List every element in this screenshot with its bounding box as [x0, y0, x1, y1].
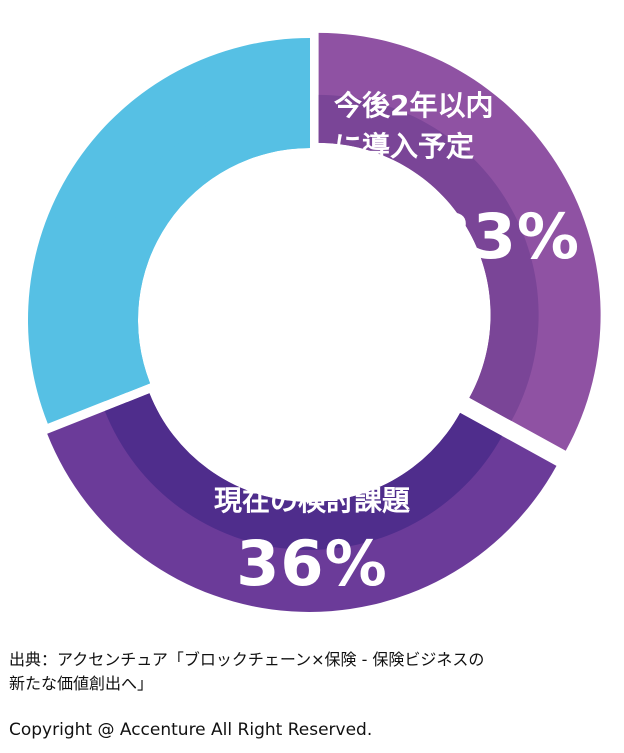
slice-3-outer: [27, 38, 311, 424]
footer: 出典：アクセンチュア「ブロックチェーン×保険 - 保険ビジネスの 新たな価値創出…: [9, 648, 619, 742]
slice-2-label: 現在の検討課題: [214, 484, 411, 517]
slice-3: [27, 38, 311, 424]
slice-1-label-line1: 今後2年以内: [334, 89, 493, 122]
source-line-1: 出典：アクセンチュア「ブロックチェーン×保険 - 保険ビジネスの: [9, 650, 485, 669]
slice-2-inner: [104, 393, 503, 550]
copyright-text: Copyright @ Accenture All Right Reserved…: [9, 720, 373, 740]
slice-1: [318, 32, 601, 451]
slice-2: [47, 393, 557, 612]
slice-1-label-line2: に導入予定: [334, 130, 474, 163]
slice-3-inner: [89, 100, 310, 401]
source-line-2: 新たな価値創出へ」: [9, 674, 154, 693]
slice-1-value-label: 33%: [429, 200, 580, 273]
slice-2-value-label: 36%: [236, 527, 387, 600]
slice-1-inner: [318, 94, 539, 421]
